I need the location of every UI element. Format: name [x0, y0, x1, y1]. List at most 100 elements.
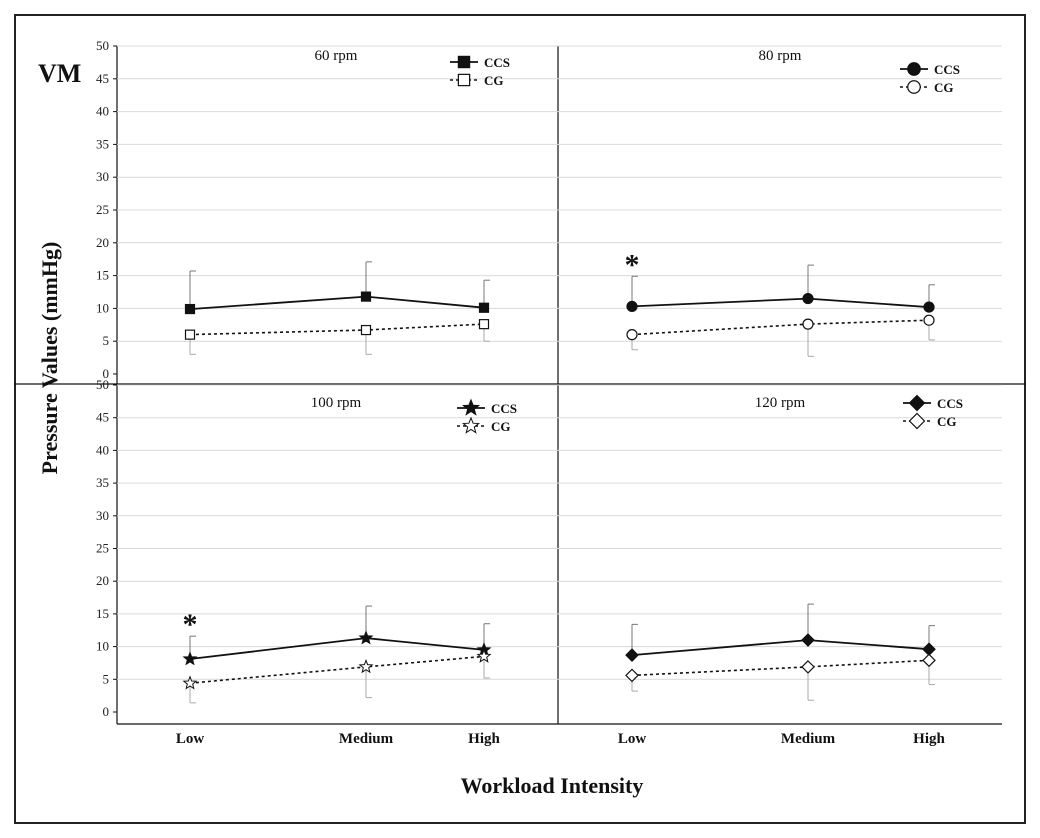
- legend-item: CCS: [450, 55, 510, 70]
- y-tick-label: 25: [96, 202, 109, 217]
- y-tick-label: 50: [96, 38, 109, 53]
- y-tick-label: 35: [96, 136, 109, 151]
- data-point: [358, 630, 374, 645]
- legend-marker: [908, 412, 926, 430]
- series-line: [631, 319, 930, 336]
- panel-2: 80 rpm CCS CG *: [558, 45, 1002, 357]
- panel-4: 120 rpm Low Medium High CCS CG: [558, 384, 1002, 747]
- x-tick-label: High: [468, 731, 500, 747]
- legend-marker: [461, 416, 481, 434]
- y-tick-label: 10: [96, 300, 109, 315]
- y-tick-label: 15: [96, 606, 109, 621]
- data-point: [625, 648, 639, 662]
- y-tick-label: 40: [96, 442, 109, 457]
- legend-item: CCS: [457, 398, 517, 416]
- legend-item: CCS: [903, 394, 963, 412]
- legend-label: CG: [937, 414, 957, 429]
- data-point: [801, 633, 815, 647]
- data-point: [182, 675, 198, 690]
- series-ccs: [626, 264, 935, 313]
- panel-1: 0 5 10 15 20 25 30 35 40 45 50 60 rpm CCS CG: [96, 38, 558, 381]
- data-point: [478, 319, 490, 330]
- x-tick-label: Medium: [339, 731, 394, 747]
- panel-title: 100 rpm: [311, 395, 362, 411]
- significance-marker: *: [183, 608, 198, 641]
- y-tick-label: 30: [96, 169, 109, 184]
- panel-3: 0 5 10 15 20 25 30 35 40 45 50 100 rpm Low Medium High…: [96, 377, 558, 747]
- legend-marker: [457, 55, 471, 69]
- y-tick-label: 20: [96, 235, 109, 250]
- legend-label: CG: [934, 80, 954, 95]
- panel-title: 60 rpm: [315, 48, 358, 64]
- y-tick-label: 45: [96, 410, 109, 425]
- series-ccs: [182, 605, 492, 666]
- x-tick-label: High: [913, 731, 945, 747]
- y-tick-label: 35: [96, 475, 109, 490]
- y-tick-label: 5: [103, 333, 110, 348]
- y-tick-label: 15: [96, 268, 109, 283]
- data-point: [358, 658, 374, 674]
- data-point: [922, 653, 936, 668]
- series-cg: [182, 648, 492, 704]
- x-tick-label: Medium: [781, 731, 836, 747]
- figure-tag: VM: [38, 59, 81, 88]
- panel-title: 80 rpm: [759, 48, 802, 64]
- data-point: [802, 292, 814, 305]
- legend-marker: [907, 62, 921, 76]
- data-point: [626, 329, 638, 341]
- series-line: [631, 297, 930, 308]
- series-cg: [625, 653, 936, 701]
- legend-item: CG: [903, 412, 957, 430]
- data-point: [184, 329, 196, 340]
- legend-marker: [907, 80, 921, 94]
- y-tick-label: 20: [96, 573, 109, 588]
- y-tick-label: 30: [96, 508, 109, 523]
- series-cg: [626, 314, 935, 357]
- data-point: [478, 302, 490, 313]
- y-tick-label: 50: [96, 377, 109, 392]
- data-point: [476, 648, 492, 663]
- y-tick-label: 5: [103, 671, 110, 686]
- panel-title: 120 rpm: [755, 395, 806, 411]
- legend-item: CG: [457, 416, 511, 434]
- x-tick-label: Low: [618, 731, 647, 747]
- x-tick-label: Low: [176, 731, 205, 747]
- data-point: [360, 291, 372, 302]
- series-ccs: [625, 603, 936, 662]
- data-point: [923, 314, 935, 326]
- data-point: [625, 668, 639, 683]
- legend-item: CCS: [900, 62, 960, 77]
- y-axis-title: Pressure Values (mmHg): [37, 242, 62, 475]
- data-point: [922, 642, 936, 657]
- y-tick-label: 0: [103, 704, 110, 719]
- significance-marker: *: [625, 248, 640, 281]
- legend-label: CG: [484, 73, 504, 88]
- data-point: [360, 324, 372, 336]
- series-ccs: [184, 261, 490, 315]
- y-tick-label: 45: [96, 71, 109, 86]
- legend-label: CCS: [937, 396, 963, 411]
- series-line: [189, 323, 485, 336]
- legend-label: CG: [491, 419, 511, 434]
- y-tick-label: 25: [96, 541, 109, 556]
- y-tick-label: 0: [103, 366, 110, 381]
- legend-item: CG: [450, 73, 504, 88]
- data-point: [801, 660, 815, 674]
- series-line: [631, 659, 930, 677]
- data-point: [802, 318, 814, 330]
- series-line: [631, 639, 930, 656]
- legend-item: CG: [900, 80, 954, 95]
- legend-label: CCS: [934, 62, 960, 77]
- data-point: [626, 300, 638, 313]
- y-tick-label: 40: [96, 104, 109, 119]
- figure-frame: [14, 14, 1026, 824]
- y-tick-label: 10: [96, 639, 109, 654]
- series-cg: [184, 319, 490, 355]
- legend-marker: [457, 73, 471, 87]
- legend-label: CCS: [491, 401, 517, 416]
- legend-marker: [908, 394, 926, 412]
- series-line: [189, 295, 485, 310]
- legend-label: CCS: [484, 55, 510, 70]
